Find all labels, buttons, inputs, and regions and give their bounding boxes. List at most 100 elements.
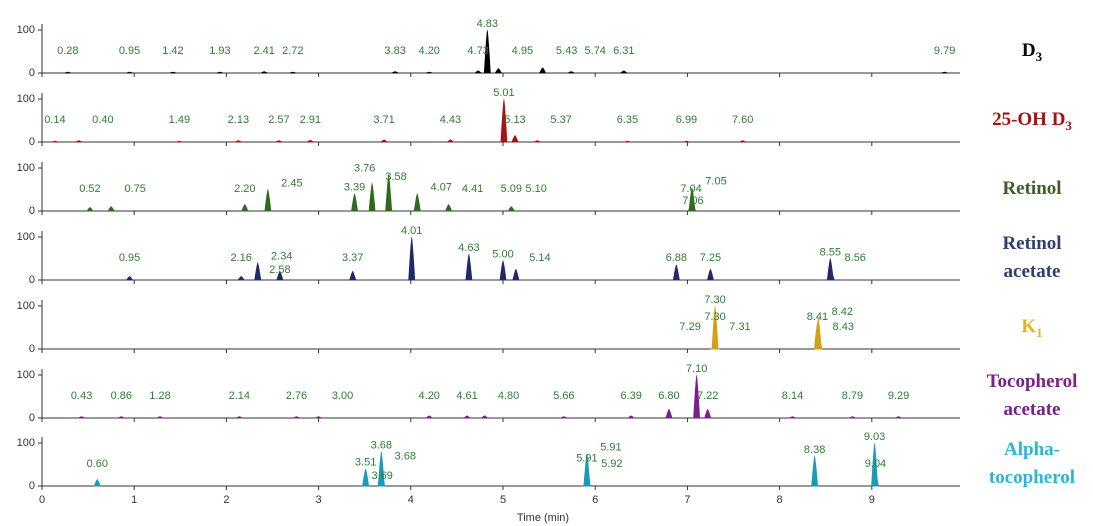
peak-label: 8.55 xyxy=(820,246,841,258)
y-tick-label: 100 xyxy=(17,437,35,449)
peak-label: 4.83 xyxy=(477,18,498,30)
peak-label: 0.43 xyxy=(71,390,92,402)
peak xyxy=(811,455,819,487)
peak-label: 4.07 xyxy=(431,182,452,194)
compound-name-text: tocopherol xyxy=(989,467,1075,488)
peak xyxy=(169,71,177,74)
peak-label: 8.79 xyxy=(842,390,863,402)
peak-label: 6.31 xyxy=(613,45,634,57)
peak-label: 8.43 xyxy=(833,321,854,333)
y-tick-label: 0 xyxy=(29,412,35,424)
peak xyxy=(627,415,636,419)
peak-label: 0.52 xyxy=(79,183,100,195)
peak-label: 6.35 xyxy=(617,114,638,126)
peak xyxy=(494,68,503,74)
peak xyxy=(264,189,272,212)
peak xyxy=(235,140,242,143)
peak xyxy=(560,416,568,419)
peak-label: 4.73 xyxy=(467,45,488,57)
x-tick-label: 0 xyxy=(39,494,45,506)
peak xyxy=(483,29,491,74)
peak-label: 7.31 xyxy=(729,321,750,333)
peak xyxy=(118,416,125,419)
peak xyxy=(704,408,712,419)
peak-label: 2.34 xyxy=(271,251,292,263)
x-tick-label: 1 xyxy=(131,494,137,506)
peak xyxy=(261,71,268,74)
peak xyxy=(51,140,59,143)
peak xyxy=(425,415,434,419)
peak-label: 5.37 xyxy=(550,114,571,126)
peak-label: 3.39 xyxy=(344,182,365,194)
peak xyxy=(462,415,472,419)
peak xyxy=(86,207,94,212)
compound-name-subscript: 3 xyxy=(1036,49,1043,64)
peak-label: 3.00 xyxy=(332,390,353,402)
peak xyxy=(315,416,322,419)
peak-label: 9.04 xyxy=(865,458,886,470)
peak xyxy=(683,140,690,143)
peak xyxy=(499,260,507,281)
peak xyxy=(275,140,283,143)
peak xyxy=(289,71,296,74)
peak-label: 7.25 xyxy=(700,252,721,264)
peak-label: 7.10 xyxy=(686,363,707,375)
peak xyxy=(362,468,370,487)
compound-name-subscript: 1 xyxy=(1036,325,1043,340)
y-tick-label: 100 xyxy=(17,231,35,243)
peak xyxy=(815,339,823,350)
peak-label: 2.16 xyxy=(230,252,251,264)
peak-label: 4.20 xyxy=(419,45,440,57)
peak-label: 5.09 xyxy=(501,183,522,195)
x-tick-label: 9 xyxy=(869,494,875,506)
peak-label: 5.43 xyxy=(556,45,577,57)
peak-label: 3.71 xyxy=(373,114,394,126)
compound-name: K1 xyxy=(1021,316,1042,340)
peak xyxy=(584,481,592,487)
peak xyxy=(689,206,697,212)
peak-label: 5.66 xyxy=(553,390,574,402)
y-tick-label: 100 xyxy=(17,162,35,174)
peak-label: 0.60 xyxy=(87,458,108,470)
peak-label: 3.68 xyxy=(371,440,392,452)
peak-label: 7.04 xyxy=(680,183,701,195)
compound-name: D3 xyxy=(1022,40,1043,64)
compound-name-text: Retinol xyxy=(1002,233,1061,254)
peak-label: 8.56 xyxy=(845,252,866,264)
peak xyxy=(568,71,575,74)
compound-name: acetate xyxy=(1004,399,1061,420)
peak xyxy=(446,139,455,143)
peak-label: 1.42 xyxy=(162,45,183,57)
y-tick-label: 0 xyxy=(29,274,35,286)
peak-label: 3.37 xyxy=(342,252,363,264)
peak-label: 4.41 xyxy=(462,183,483,195)
y-tick-label: 0 xyxy=(29,480,35,492)
y-tick-label: 0 xyxy=(29,67,35,79)
x-tick-label: 3 xyxy=(316,494,322,506)
peak xyxy=(711,305,719,350)
peak xyxy=(391,71,399,74)
peak xyxy=(711,346,721,350)
peak-label: 2.76 xyxy=(286,390,307,402)
peak-label: 6.88 xyxy=(666,252,687,264)
peak xyxy=(368,182,376,212)
peak-label: 2.91 xyxy=(300,114,321,126)
peak-label: 8.38 xyxy=(804,444,825,456)
peak-label: 4.20 xyxy=(419,390,440,402)
peak-label: 5.10 xyxy=(526,183,547,195)
peak-label: 0.75 xyxy=(124,183,145,195)
peak-label: 4.43 xyxy=(440,114,461,126)
peak-label: 7.60 xyxy=(732,114,753,126)
peak xyxy=(426,71,433,74)
peak xyxy=(539,67,547,74)
peak xyxy=(789,416,796,419)
peak xyxy=(351,193,359,212)
peak xyxy=(306,139,315,143)
peak-label: 5.14 xyxy=(529,252,550,264)
peak xyxy=(474,70,483,74)
peak xyxy=(872,472,879,487)
peak xyxy=(512,268,520,281)
peak-label: 2.45 xyxy=(281,177,302,189)
peak xyxy=(624,140,631,143)
compound-name: acetate xyxy=(1004,261,1061,282)
